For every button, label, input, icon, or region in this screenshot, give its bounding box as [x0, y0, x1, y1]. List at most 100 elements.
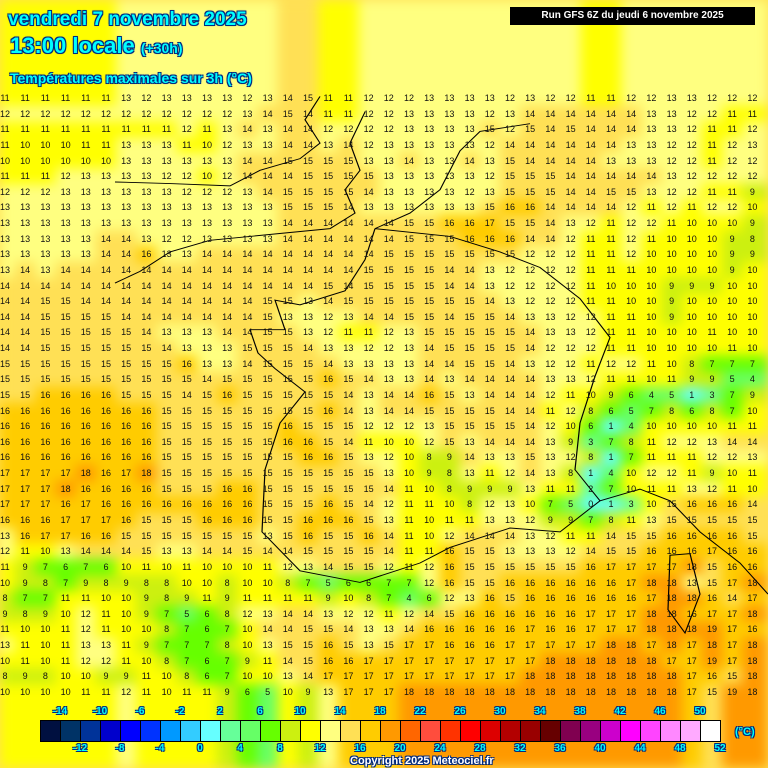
grid-value: 14: [40, 280, 51, 291]
product-title: Températures maximales sur 3h (°C): [10, 70, 252, 86]
grid-value: 10: [121, 593, 132, 604]
grid-value: 15: [161, 483, 172, 494]
grid-value: 16: [242, 515, 253, 525]
grid-value: 13: [363, 358, 374, 369]
grid-value: 13: [464, 593, 475, 604]
grid-value: 12: [80, 608, 91, 619]
grid-value: 12: [585, 218, 596, 229]
grid-value: 14: [747, 499, 758, 510]
grid-value: 13: [181, 155, 192, 166]
grid-value: 13: [484, 452, 495, 463]
grid-value: 16: [100, 436, 112, 447]
grid-value: 7: [608, 436, 614, 447]
grid-value: 13: [201, 327, 213, 338]
grid-value: 14: [222, 546, 233, 557]
grid-value: 14: [363, 311, 374, 322]
grid-value: 15: [424, 264, 435, 275]
legend-swatch: [161, 721, 181, 741]
grid-value: 7: [729, 405, 735, 416]
grid-value: 16: [40, 436, 51, 447]
grid-value: 15: [464, 421, 475, 432]
grid-value: 12: [161, 233, 172, 244]
grid-value: 14: [282, 171, 293, 182]
grid-value: 3: [628, 499, 634, 510]
grid-value: 14: [242, 280, 253, 291]
grid-value: 11: [666, 452, 677, 463]
grid-value: 12: [383, 561, 394, 572]
grid-value: 15: [484, 405, 495, 416]
grid-value: 14: [343, 139, 354, 150]
grid-value: 14: [504, 389, 516, 400]
grid-value: 14: [403, 624, 415, 635]
grid-value: 16: [222, 515, 233, 525]
grid-value: 0: [588, 499, 594, 510]
grid-value: 11: [687, 468, 697, 479]
grid-value: 14: [181, 280, 192, 291]
grid-value: 4: [749, 374, 755, 385]
grid-value: 15: [504, 249, 516, 260]
grid-value: 12: [525, 280, 536, 291]
grid-value: 13: [141, 171, 152, 182]
grid-value: 18: [626, 686, 637, 697]
grid-value: 10: [0, 155, 11, 166]
grid-value: 16: [565, 608, 576, 619]
grid-value: 14: [262, 171, 273, 182]
grid-value: 16: [727, 530, 738, 541]
grid-value: 15: [343, 530, 354, 541]
grid-value: 15: [464, 561, 475, 572]
grid-value: 15: [403, 280, 415, 291]
grid-value: 15: [201, 468, 213, 479]
grid-value: 12: [545, 264, 556, 275]
grid-value: 15: [282, 389, 293, 400]
grid-value: 7: [164, 640, 170, 651]
grid-value: 9: [749, 249, 755, 260]
grid-value: 13: [424, 186, 435, 197]
grid-value: 13: [383, 358, 394, 369]
grid-value: 13: [0, 249, 11, 260]
grid-value: 17: [424, 671, 435, 682]
grid-value: 15: [141, 515, 152, 525]
grid-value: 14: [302, 343, 314, 354]
grid-value: 13: [545, 327, 556, 338]
legend-label: 0: [197, 743, 203, 754]
grid-value: 15: [40, 343, 51, 354]
grid-value: 17: [504, 640, 516, 651]
grid-value: 11: [586, 280, 596, 291]
grid-value: 13: [444, 374, 455, 385]
grid-value: 15: [181, 468, 192, 479]
grid-value: 15: [302, 640, 314, 651]
grid-value: 16: [686, 530, 697, 541]
grid-value: 12: [646, 218, 657, 229]
grid-value: 15: [363, 561, 374, 572]
grid-value: 10: [444, 499, 455, 510]
grid-value: 15: [302, 655, 314, 666]
grid-value: 15: [121, 530, 132, 541]
grid-value: 14: [242, 311, 253, 322]
grid-value: 16: [201, 515, 213, 525]
legend-label: 28: [474, 743, 486, 754]
grid-value: 8: [143, 577, 149, 588]
grid-value: 16: [605, 593, 617, 604]
grid-value: 14: [363, 186, 374, 197]
grid-value: 12: [504, 93, 516, 103]
grid-value: 15: [181, 436, 192, 447]
grid-value: 13: [484, 280, 495, 291]
grid-value: 15: [40, 327, 51, 338]
grid-value: 10: [686, 218, 697, 229]
grid-value: 10: [686, 233, 697, 244]
grid-value: 16: [484, 624, 495, 635]
grid-value: 19: [706, 624, 718, 635]
grid-value: 11: [101, 608, 111, 619]
grid-value: 15: [262, 452, 273, 463]
grid-value: 11: [586, 358, 596, 369]
grid-value: 12: [383, 108, 394, 119]
grid-value: 17: [121, 468, 132, 479]
grid-value: 13: [323, 343, 334, 354]
legend-swatch: [361, 721, 381, 741]
grid-value: 12: [403, 608, 415, 619]
legend-label: 10: [294, 706, 306, 717]
grid-value: 14: [444, 264, 455, 275]
grid-value: 13: [363, 624, 374, 635]
grid-value: 15: [222, 405, 233, 416]
